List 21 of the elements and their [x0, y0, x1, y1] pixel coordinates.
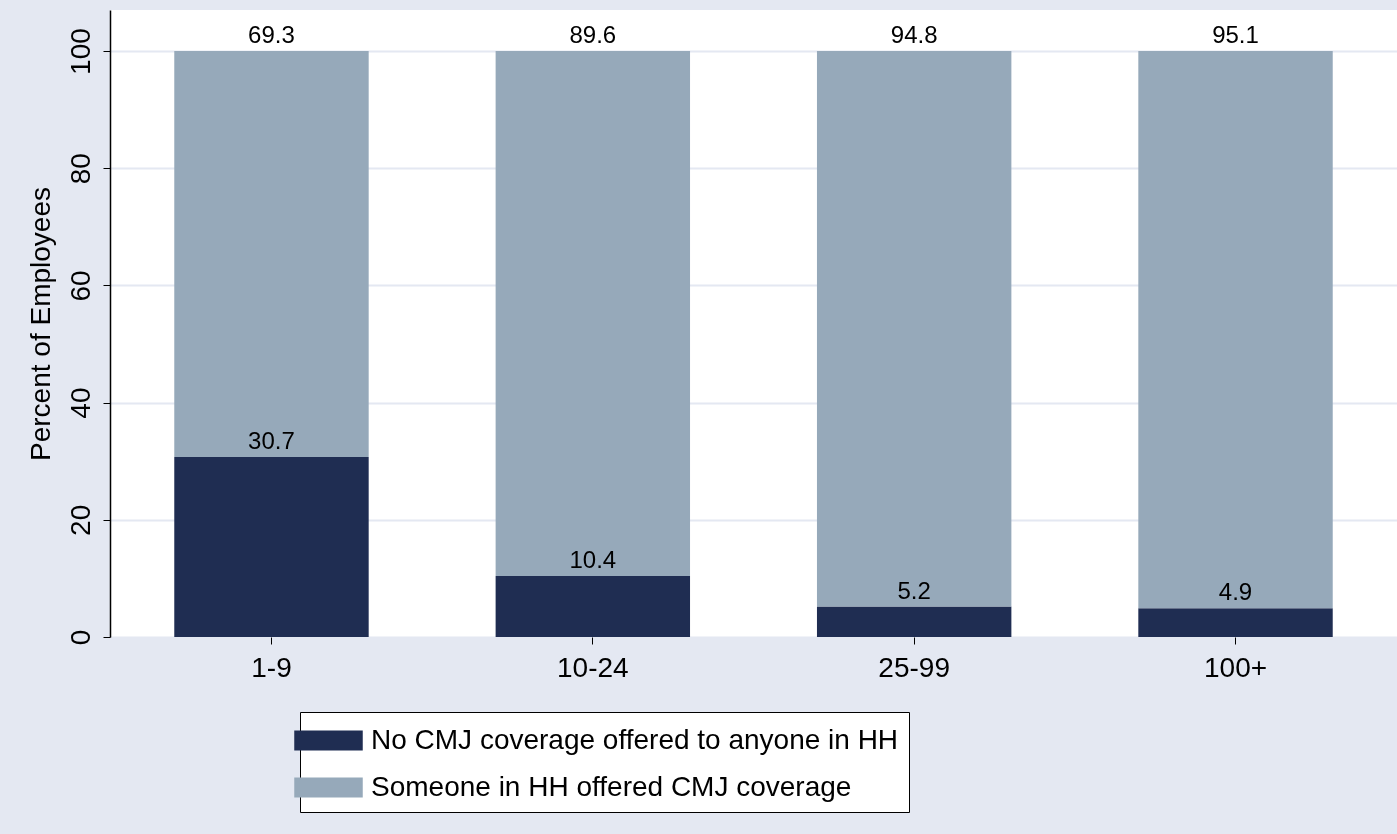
x-tick-label: 10-24 [557, 651, 629, 683]
y-tick-label: 20 [64, 504, 96, 536]
legend-label: Someone in HH offered CMJ coverage [371, 770, 852, 802]
data-label: 69.3 [248, 21, 295, 49]
y-axis-title: Percent of Employees [24, 187, 56, 461]
data-label: 95.1 [1212, 21, 1259, 49]
data-label: 30.7 [248, 427, 295, 455]
data-label: 89.6 [569, 21, 617, 49]
x-tick-label: 25-99 [878, 651, 950, 683]
y-tick-label: 80 [64, 153, 96, 185]
x-tick-label: 1-9 [251, 651, 292, 683]
legend-label: No CMJ coverage offered to anyone in HH [371, 723, 899, 755]
y-tick-label: 0 [64, 629, 96, 646]
x-tick-label: 100+ [1203, 651, 1268, 683]
data-label: 4.9 [1218, 578, 1253, 606]
y-tick-label: 100 [64, 28, 96, 75]
data-label: 5.2 [897, 576, 931, 604]
data-label: 10.4 [569, 546, 617, 574]
y-tick-label: 60 [64, 270, 96, 302]
y-tick-label: 40 [64, 387, 96, 419]
data-label: 94.8 [890, 21, 938, 49]
